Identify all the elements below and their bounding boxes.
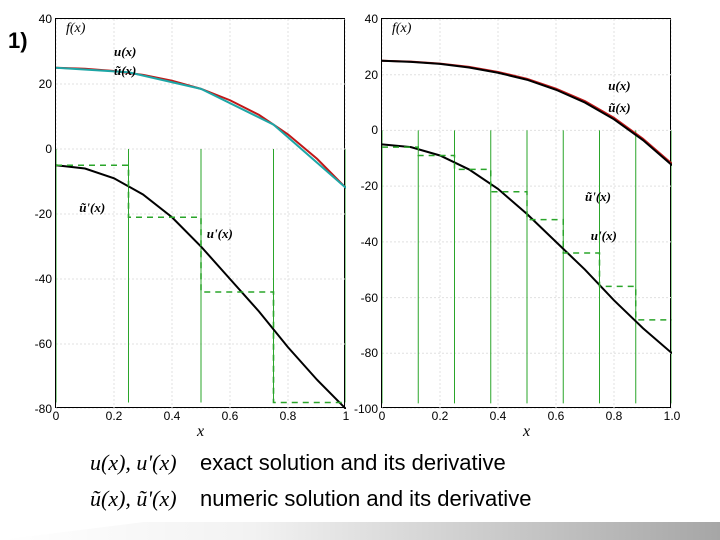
x-axis-label: x [523,423,530,441]
ytick: -60 [35,337,56,351]
legend-numeric: ũ(x), ũ'(x) numeric solution and its der… [90,486,531,512]
legend-numeric-desc: numeric solution and its derivative [200,486,531,511]
xtick: 0.4 [490,407,507,423]
legend-numeric-symbols: ũ(x), ũ'(x) [90,486,177,511]
xtick: 0 [53,407,60,423]
ytick: 40 [365,12,382,26]
ytick: -20 [361,179,382,193]
ytick: -80 [361,346,382,360]
xtick: 0.6 [548,407,565,423]
curve-label: u(x) [608,78,630,94]
chart-right: -100-80-60-40-200204000.20.40.60.81.0f(x… [381,18,671,408]
ytick: -60 [361,291,382,305]
curve-label: ũ(x) [114,63,136,79]
xtick: 0.8 [280,407,297,423]
xtick: 0.8 [606,407,623,423]
curve-label: ũ'(x) [585,189,611,205]
footer-gradient-bar [0,522,720,540]
xtick: 0 [379,407,386,423]
charts-row: -80-60-40-200204000.20.40.60.81f(x)xu(x)… [55,18,671,408]
legend-exact-desc: exact solution and its derivative [200,450,506,475]
xtick: 1 [343,407,350,423]
xtick: 1.0 [664,407,681,423]
ytick: 20 [39,77,56,91]
ytick: 0 [45,142,56,156]
xtick: 0.2 [432,407,449,423]
legend-exact: u(x), u'(x) exact solution and its deriv… [90,450,506,476]
xtick: 0.6 [222,407,239,423]
ytick: -40 [35,272,56,286]
curve-label: u(x) [114,44,136,60]
ytick: 20 [365,68,382,82]
curve-label: u'(x) [591,228,617,244]
ytick: -40 [361,235,382,249]
ytick: 0 [371,123,382,137]
curve-label: u'(x) [207,226,233,242]
xtick: 0.2 [106,407,123,423]
chart-left: -80-60-40-200204000.20.40.60.81f(x)xu(x)… [55,18,345,408]
ytick: -20 [35,207,56,221]
ytick: 40 [39,12,56,26]
legend-exact-symbols: u(x), u'(x) [90,450,177,475]
curve-label: ũ(x) [608,100,630,116]
y-axis-label: f(x) [392,21,411,37]
x-axis-label: x [197,423,204,441]
xtick: 0.4 [164,407,181,423]
curve-label: ũ'(x) [79,200,105,216]
item-number: 1) [8,28,28,54]
y-axis-label: f(x) [66,21,85,37]
